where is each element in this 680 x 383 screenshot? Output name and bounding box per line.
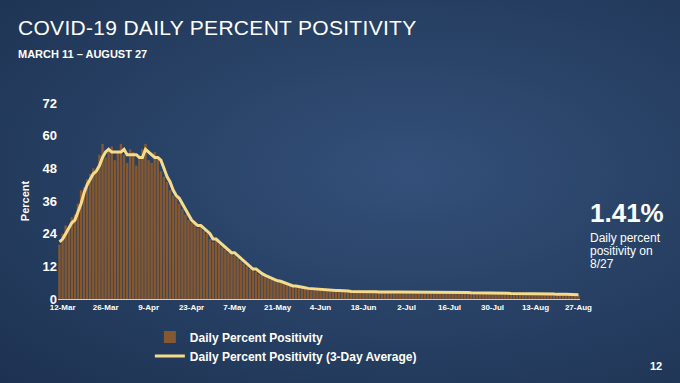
svg-text:4-Jun: 4-Jun	[310, 303, 331, 312]
svg-text:0: 0	[50, 292, 57, 307]
svg-text:12: 12	[43, 259, 57, 274]
svg-text:24: 24	[43, 226, 58, 241]
html-text:1.41%: 1.41%	[590, 198, 664, 228]
svg-text:23-Apr: 23-Apr	[179, 303, 204, 312]
html-text:COVID-19 DAILY PERCENT POSITIV: COVID-19 DAILY PERCENT POSITIVITY	[18, 16, 417, 39]
html-text:12: 12	[650, 360, 663, 372]
svg-text:16-Jul: 16-Jul	[438, 303, 461, 312]
svg-text:Percent: Percent	[19, 180, 31, 221]
svg-text:21-May: 21-May	[264, 303, 292, 312]
svg-text:30-Jul: 30-Jul	[481, 303, 504, 312]
svg-text:2-Jul: 2-Jul	[397, 303, 416, 312]
svg-text:26-Mar: 26-Mar	[93, 303, 119, 312]
svg-text:36: 36	[43, 194, 57, 209]
html-text:Daily percent positivity on 8/: Daily percent positivity on 8/27	[590, 231, 660, 271]
svg-text:60: 60	[43, 128, 57, 143]
svg-text:12-Mar: 12-Mar	[50, 303, 76, 312]
svg-text:9-Apr: 9-Apr	[138, 303, 159, 312]
svg-text:13-Aug: 13-Aug	[522, 303, 549, 312]
svg-text:27-Aug: 27-Aug	[565, 303, 592, 312]
svg-text:18-Jun: 18-Jun	[351, 303, 377, 312]
svg-text:72: 72	[43, 96, 57, 111]
svg-text:Daily Percent Positivity (3-Da: Daily Percent Positivity (3-Day Average)	[190, 350, 417, 364]
svg-text:Daily Percent Positivity: Daily Percent Positivity	[190, 331, 323, 345]
svg-text:7-May: 7-May	[223, 303, 246, 312]
svg-text:48: 48	[43, 161, 57, 176]
html-text:MARCH 11 – AUGUST 27: MARCH 11 – AUGUST 27	[18, 48, 148, 60]
